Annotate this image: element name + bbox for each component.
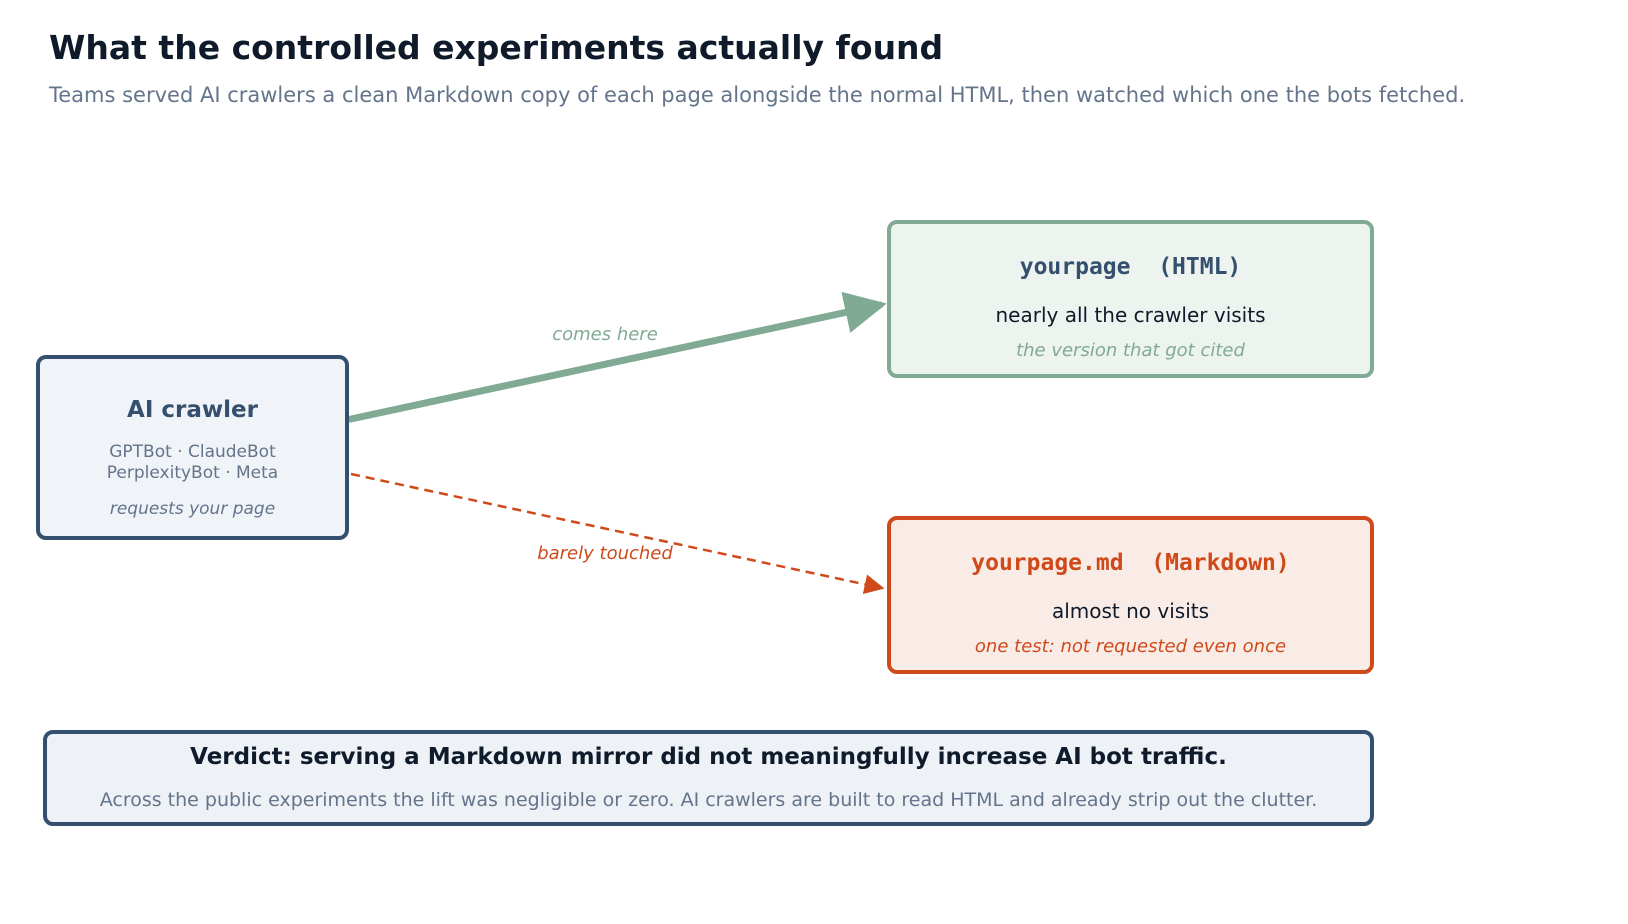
verdict-title: Verdict: serving a Markdown mirror did n…: [190, 744, 1227, 770]
html-file-name: yourpage (HTML): [1019, 254, 1242, 280]
markdown-page-box: yourpage.md (Markdown) almost no visits …: [887, 516, 1374, 674]
crawler-bots-line-2: PerplexityBot · Meta: [106, 463, 279, 483]
markdown-note: one test: not requested even once: [974, 636, 1287, 657]
html-note: the version that got cited: [1016, 340, 1245, 361]
crawler-bot-list: GPTBot · ClaudeBot PerplexityBot · Meta: [40, 442, 345, 484]
html-visits: nearly all the crawler visits: [995, 303, 1266, 327]
verdict-box: Verdict: serving a Markdown mirror did n…: [43, 730, 1374, 826]
crawler-action: requests your page: [109, 499, 276, 519]
edge-label-comes-here: comes here: [552, 324, 658, 345]
crawler-bots-line-1: GPTBot · ClaudeBot: [109, 442, 276, 462]
markdown-visits: almost no visits: [1051, 599, 1210, 623]
page-subtitle: Teams served AI crawlers a clean Markdow…: [49, 83, 1466, 107]
edge-label-barely-touched: barely touched: [537, 543, 673, 564]
markdown-file-name: yourpage.md (Markdown): [971, 550, 1290, 576]
crawler-title: AI crawler: [127, 397, 258, 423]
ai-crawler-box: AI crawler GPTBot · ClaudeBot Perplexity…: [36, 355, 349, 540]
arrow-to-html: [347, 291, 887, 423]
verdict-detail: Across the public experiments the lift w…: [99, 789, 1318, 811]
html-page-box: yourpage (HTML) nearly all the crawler v…: [887, 220, 1374, 378]
page-title: What the controlled experiments actually…: [49, 28, 944, 67]
arrow-to-markdown: [350, 472, 885, 595]
